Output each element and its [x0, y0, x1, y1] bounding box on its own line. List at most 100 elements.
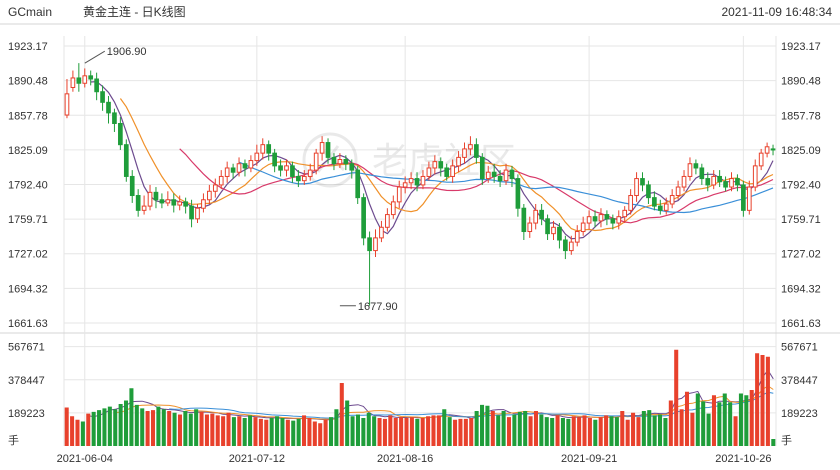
volume-bar: [453, 419, 458, 446]
price-tick-label: 1694.32: [781, 283, 821, 295]
volume-bar: [420, 418, 425, 446]
volume-bar: [355, 414, 360, 446]
price-tick-label: 1727.02: [781, 249, 821, 261]
volume-bar: [124, 400, 129, 446]
volume-bar: [183, 411, 188, 446]
candle: [521, 203, 527, 240]
price-tick-label: 1890.48: [8, 76, 48, 88]
candle: [207, 184, 212, 204]
candle: [758, 148, 764, 171]
candle: [171, 193, 177, 213]
candle: [711, 170, 717, 190]
volume-bar: [463, 418, 468, 446]
volume-bar: [609, 416, 614, 446]
candle: [438, 157, 444, 177]
date-tick-label: 2021-10-26: [715, 453, 771, 465]
candle: [189, 199, 194, 228]
candle: [497, 170, 503, 188]
date-axis: 2021-06-04 2021-07-12 2021-08-16 2021-09-21…: [57, 453, 772, 465]
volume-bar: [722, 393, 727, 446]
watermark-logo-icon: [302, 132, 358, 188]
volume-bar: [156, 406, 161, 446]
volume-bar: [339, 383, 344, 446]
candle: [153, 187, 159, 209]
volume-bar: [91, 411, 96, 446]
candle: [296, 170, 301, 188]
volume-bar: [253, 417, 258, 446]
volume-bar: [614, 417, 619, 446]
candle: [242, 159, 248, 177]
volume-tick-label: 378447: [8, 375, 45, 387]
candle: [129, 170, 135, 203]
volume-bar: [566, 418, 571, 446]
price-annotations: 1906.90 1677.90: [84, 46, 398, 313]
candle: [622, 206, 628, 224]
candle: [224, 161, 230, 183]
candle: [687, 157, 693, 181]
price-tick-label: 1890.48: [781, 76, 821, 88]
price-tick-label: 1857.78: [8, 110, 48, 122]
candle: [248, 155, 254, 173]
price-tick-label: 1759.71: [781, 214, 821, 226]
candle: [557, 223, 562, 249]
price-tick-label: 1857.78: [781, 110, 821, 122]
price-grid: [0, 36, 840, 446]
volume-bar: [426, 416, 431, 446]
volume-bar: [587, 418, 592, 446]
volume-bar: [485, 405, 490, 446]
volume-bar: [771, 439, 776, 446]
candle: [301, 170, 307, 185]
volume-bar: [215, 415, 220, 446]
volume-bar: [582, 415, 587, 446]
candle: [681, 170, 687, 192]
candle: [355, 165, 361, 204]
volume-bar: [674, 349, 679, 446]
candle: [331, 153, 337, 171]
volume-bar: [701, 401, 706, 446]
candle: [669, 189, 675, 209]
candle: [218, 170, 224, 190]
price-axis-right: 1923.17 1890.48 1857.78 1825.09 1792.40 1759.…: [781, 41, 821, 330]
volume-bar: [134, 404, 139, 446]
candle: [450, 159, 455, 183]
volume-bar: [560, 418, 565, 446]
volume-tick-label: 567671: [781, 342, 818, 354]
candle: [230, 163, 236, 179]
volume-bar: [636, 417, 641, 446]
candle: [663, 197, 669, 215]
volume-tick-label: 189223: [8, 408, 45, 420]
candle: [545, 214, 550, 240]
price-tick-label: 1825.09: [8, 145, 48, 157]
candle: [254, 144, 260, 166]
volume-bar: [728, 402, 733, 446]
candle: [307, 163, 313, 181]
candle: [385, 208, 390, 232]
volume-bar: [199, 411, 204, 446]
price-tick-label: 1759.71: [8, 214, 48, 226]
candle: [212, 178, 218, 198]
volume-bar: [469, 418, 474, 446]
candle: [491, 163, 497, 183]
candle: [290, 161, 295, 183]
volume-bar: [506, 417, 512, 446]
volume-bar: [625, 419, 630, 446]
candle: [628, 189, 633, 215]
candle: [260, 138, 266, 160]
volume-bar: [323, 419, 328, 446]
candle: [563, 235, 568, 260]
volume-bar: [404, 418, 409, 446]
volume-tick-label: 189223: [781, 408, 818, 420]
volume-bar: [544, 417, 549, 446]
volume-bar: [496, 415, 501, 446]
annotation-label: 1906.90: [107, 46, 147, 58]
volume-bar: [399, 417, 404, 446]
candle: [770, 144, 776, 156]
volume-bar: [366, 412, 371, 446]
volume-bar: [458, 418, 463, 446]
volume-bar: [388, 415, 393, 446]
candle: [343, 155, 349, 171]
volume-bar: [744, 395, 749, 446]
candle: [414, 172, 420, 192]
volume-bar: [679, 409, 684, 446]
